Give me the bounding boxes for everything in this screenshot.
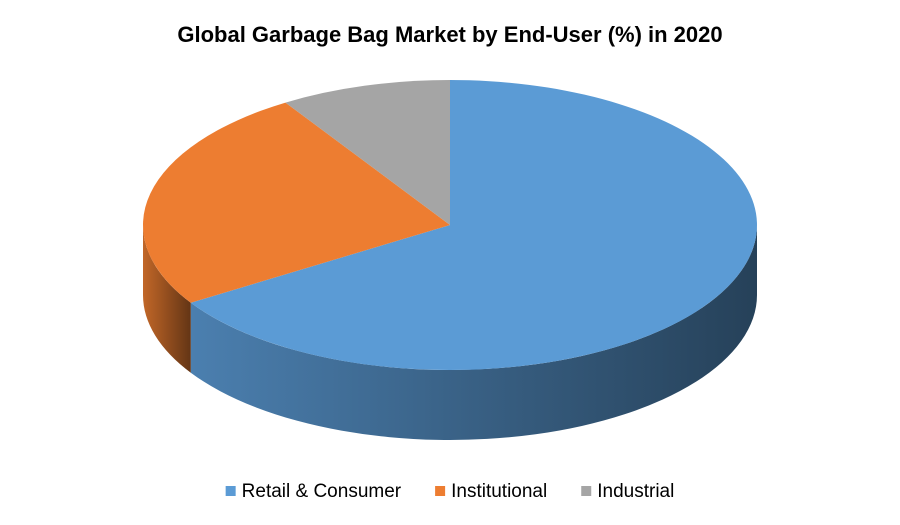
slice: [190, 80, 757, 371]
legend-label: Institutional: [451, 481, 547, 502]
legend-swatch: [225, 486, 236, 496]
pie-sides: [143, 225, 757, 441]
legend: Retail & Consumer Institutional Industrial: [225, 481, 674, 502]
slice: [285, 80, 450, 225]
chart-title: Global Garbage Bag Market by End-User (%…: [177, 22, 722, 47]
slice-side: [143, 225, 191, 373]
slice-side: [190, 225, 757, 441]
legend-label: Industrial: [597, 481, 674, 502]
legend-swatch: [435, 486, 446, 496]
legend-swatch: [581, 486, 592, 496]
legend-label: Retail & Consumer: [242, 481, 402, 502]
slice: [143, 102, 450, 303]
pie-tops: [143, 80, 757, 371]
